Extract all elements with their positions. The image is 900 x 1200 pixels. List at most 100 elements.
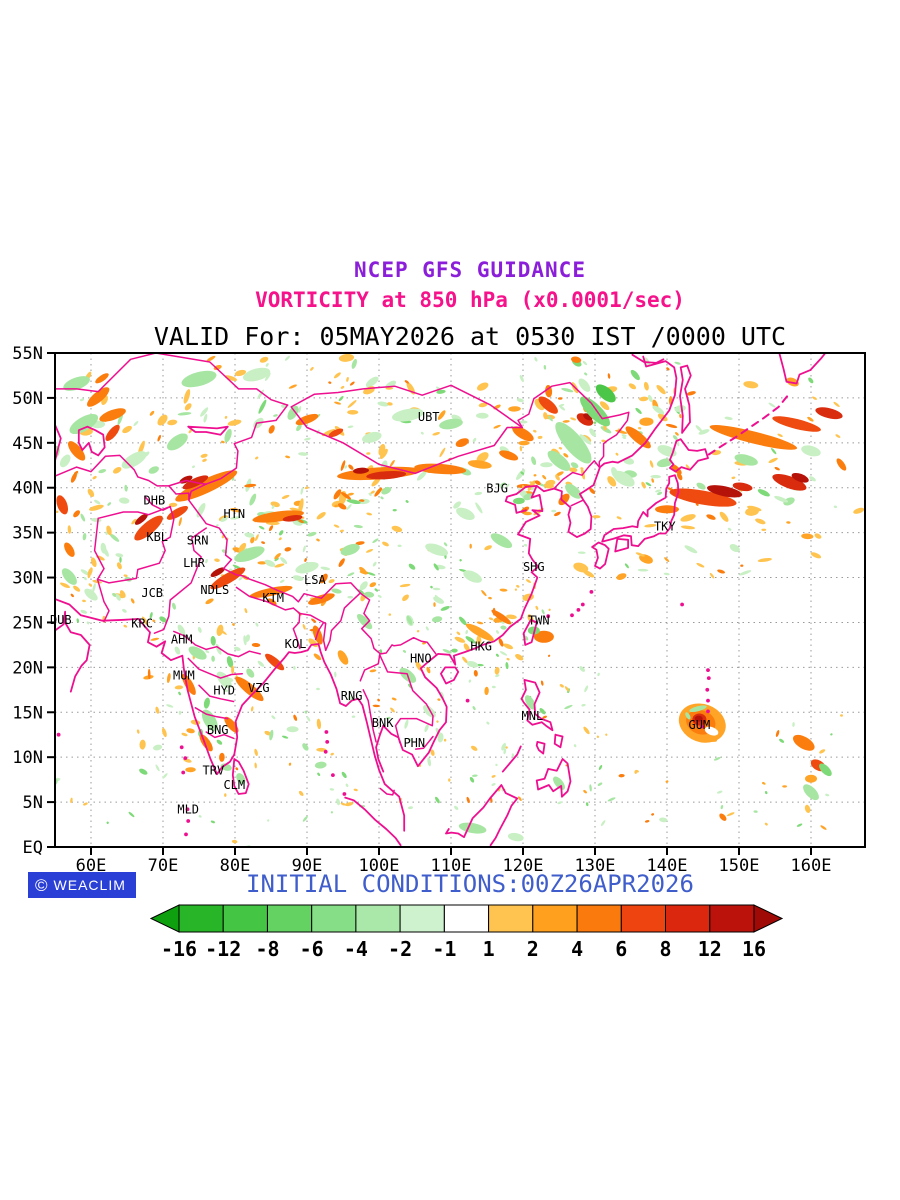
coastline-path — [64, 610, 91, 693]
border-path — [235, 586, 295, 611]
vorticity-features — [56, 367, 843, 842]
island-chain-dashed-path — [707, 392, 791, 456]
lat-tick-label: 50N — [12, 389, 43, 409]
coastline-path — [520, 679, 554, 732]
island-dot — [331, 773, 335, 777]
island-dot — [183, 756, 188, 760]
station-label-LSA: LSA — [304, 573, 326, 587]
island-dot — [186, 819, 191, 823]
border-path — [188, 404, 289, 514]
station-label-NDLS: NDLS — [200, 583, 229, 597]
lat-tick-label: 35N — [12, 524, 43, 544]
coastline-path — [382, 485, 544, 768]
station-label-SRN: SRN — [187, 534, 209, 548]
coastline-path — [344, 796, 402, 847]
coastline-path — [77, 425, 106, 457]
colorbar-label: 6 — [615, 937, 627, 961]
island-dot — [576, 608, 581, 612]
coastline-path — [445, 784, 519, 847]
coastline-path — [535, 485, 555, 493]
border-path — [173, 630, 261, 658]
border-path — [314, 621, 325, 641]
lat-tick-label: 25N — [12, 613, 43, 633]
coastline-path — [440, 666, 460, 685]
colorbar-segment — [709, 904, 755, 933]
lon-tick-label: 60E — [76, 856, 107, 876]
border-path — [553, 460, 601, 490]
lat-tick-label: 20N — [12, 658, 43, 678]
border-path — [299, 612, 327, 652]
station-label-CLM: CLM — [223, 778, 245, 792]
island-dot — [580, 602, 585, 607]
colorbar-segment — [665, 904, 711, 933]
map-canvas — [55, 353, 865, 847]
station-label-TRV: TRV — [203, 764, 225, 778]
copyright-icon: © — [35, 875, 48, 895]
coastline-path — [501, 745, 522, 773]
lat-tick-label: 40N — [12, 479, 43, 499]
island-dot — [185, 807, 190, 812]
lat-tick-label: 10N — [12, 748, 43, 768]
island-dot — [56, 732, 61, 737]
border-path — [168, 485, 190, 502]
station-label-PHN: PHN — [403, 736, 425, 750]
weaclim-logo: © WEACLIM — [28, 872, 136, 898]
border-path — [359, 654, 381, 682]
border-path — [205, 731, 235, 740]
lon-tick-label: 100E — [359, 856, 400, 876]
border-path — [292, 607, 301, 650]
weaclim-logo-text: WEACLIM — [53, 877, 126, 893]
station-label-GUM: GUM — [689, 718, 711, 732]
station-label-SHG: SHG — [523, 560, 545, 574]
island-dot — [680, 602, 684, 607]
station-label-HYD: HYD — [213, 684, 235, 698]
lon-tick-label: 150E — [719, 856, 760, 876]
border-path — [153, 527, 207, 634]
colorbar-label: 8 — [659, 937, 671, 961]
station-label-JCB: JCB — [141, 586, 163, 600]
station-label-KRC: KRC — [131, 616, 153, 630]
station-label-LHR: LHR — [183, 556, 205, 570]
colorbar-segment — [620, 904, 666, 933]
colorbar-label: -6 — [300, 937, 324, 961]
colorbar-label: 1 — [483, 937, 495, 961]
coastline-path — [187, 425, 229, 436]
border-path — [55, 454, 207, 487]
colorbar-segment — [443, 904, 490, 933]
coastline-path — [535, 741, 546, 755]
station-label-HTN: HTN — [223, 507, 245, 521]
lon-tick-label: 90E — [292, 856, 323, 876]
map-frame — [54, 352, 866, 848]
colorbar-label: -12 — [205, 937, 241, 961]
coastline-path — [553, 733, 564, 749]
coastline-path — [553, 355, 678, 538]
station-label-BNG: BNG — [207, 723, 229, 737]
coastline-path — [601, 474, 680, 547]
lat-tick-label: 5N — [23, 793, 43, 813]
lat-tick-label: 15N — [12, 703, 43, 723]
colorbar-label: -8 — [255, 937, 279, 961]
border-path — [324, 592, 361, 652]
lon-tick-label: 110E — [431, 856, 472, 876]
lon-tick-label: 160E — [791, 856, 832, 876]
colorbar-label: 4 — [571, 937, 583, 961]
island-dot — [184, 832, 188, 837]
map-grid — [55, 353, 865, 847]
colorbar-right-arrow — [753, 904, 784, 933]
station-label-MNL: MNL — [522, 709, 544, 723]
island-dot — [706, 668, 710, 672]
station-label-MLD: MLD — [177, 802, 199, 816]
border-path — [379, 787, 395, 796]
colorbar-left-arrow — [149, 904, 180, 933]
coastline-path — [631, 353, 665, 364]
border-path — [93, 505, 175, 584]
coastline-path — [614, 538, 629, 553]
vorticity-field-texture — [55, 353, 865, 847]
coastlines-and-borders — [55, 353, 827, 847]
station-label-BNK: BNK — [372, 716, 394, 730]
colorbar-label: 2 — [527, 937, 539, 961]
station-label-TKY: TKY — [654, 519, 676, 533]
border-path — [55, 353, 289, 406]
station-label-BJG: BJG — [486, 482, 508, 496]
